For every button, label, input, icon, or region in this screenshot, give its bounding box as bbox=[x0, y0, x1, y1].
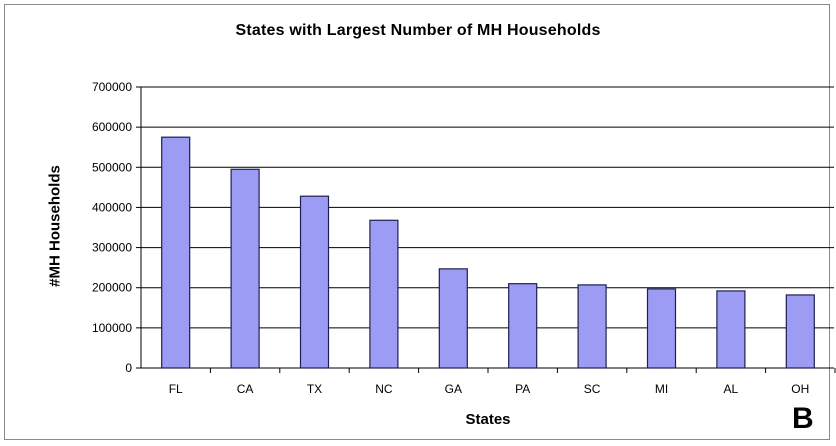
y-tick-label: 100000 bbox=[92, 321, 132, 335]
bar bbox=[785, 294, 815, 369]
x-tick-label: OH bbox=[791, 382, 809, 396]
x-tick-label: NC bbox=[375, 382, 393, 396]
bar bbox=[508, 283, 538, 369]
y-tick-label: 700000 bbox=[92, 80, 132, 94]
chart-frame bbox=[4, 4, 830, 440]
x-tick-label: GA bbox=[445, 382, 462, 396]
bar bbox=[369, 219, 399, 369]
y-tick-label: 300000 bbox=[92, 241, 132, 255]
y-tick-label: 400000 bbox=[92, 200, 132, 214]
bar bbox=[577, 284, 607, 369]
x-tick-label: TX bbox=[307, 382, 322, 396]
x-tick-label: PA bbox=[515, 382, 530, 396]
x-tick-label: CA bbox=[237, 382, 254, 396]
bar bbox=[438, 268, 468, 369]
x-axis-label: States bbox=[465, 411, 511, 428]
bar bbox=[230, 168, 260, 369]
x-tick-label: AL bbox=[724, 382, 739, 396]
y-tick-label: 500000 bbox=[92, 160, 132, 174]
x-tick-label: FL bbox=[169, 382, 183, 396]
y-tick-label: 200000 bbox=[92, 281, 132, 295]
x-tick-label: SC bbox=[584, 382, 601, 396]
bar bbox=[716, 290, 746, 369]
bar bbox=[161, 136, 191, 369]
bar bbox=[299, 195, 330, 369]
y-tick-label: 0 bbox=[125, 361, 132, 375]
y-tick-label: 600000 bbox=[92, 120, 132, 134]
chart-title: States with Largest Number of MH Househo… bbox=[235, 22, 601, 39]
bar bbox=[646, 288, 677, 369]
x-tick-label: MI bbox=[655, 382, 668, 396]
panel-letter: B bbox=[792, 402, 814, 435]
